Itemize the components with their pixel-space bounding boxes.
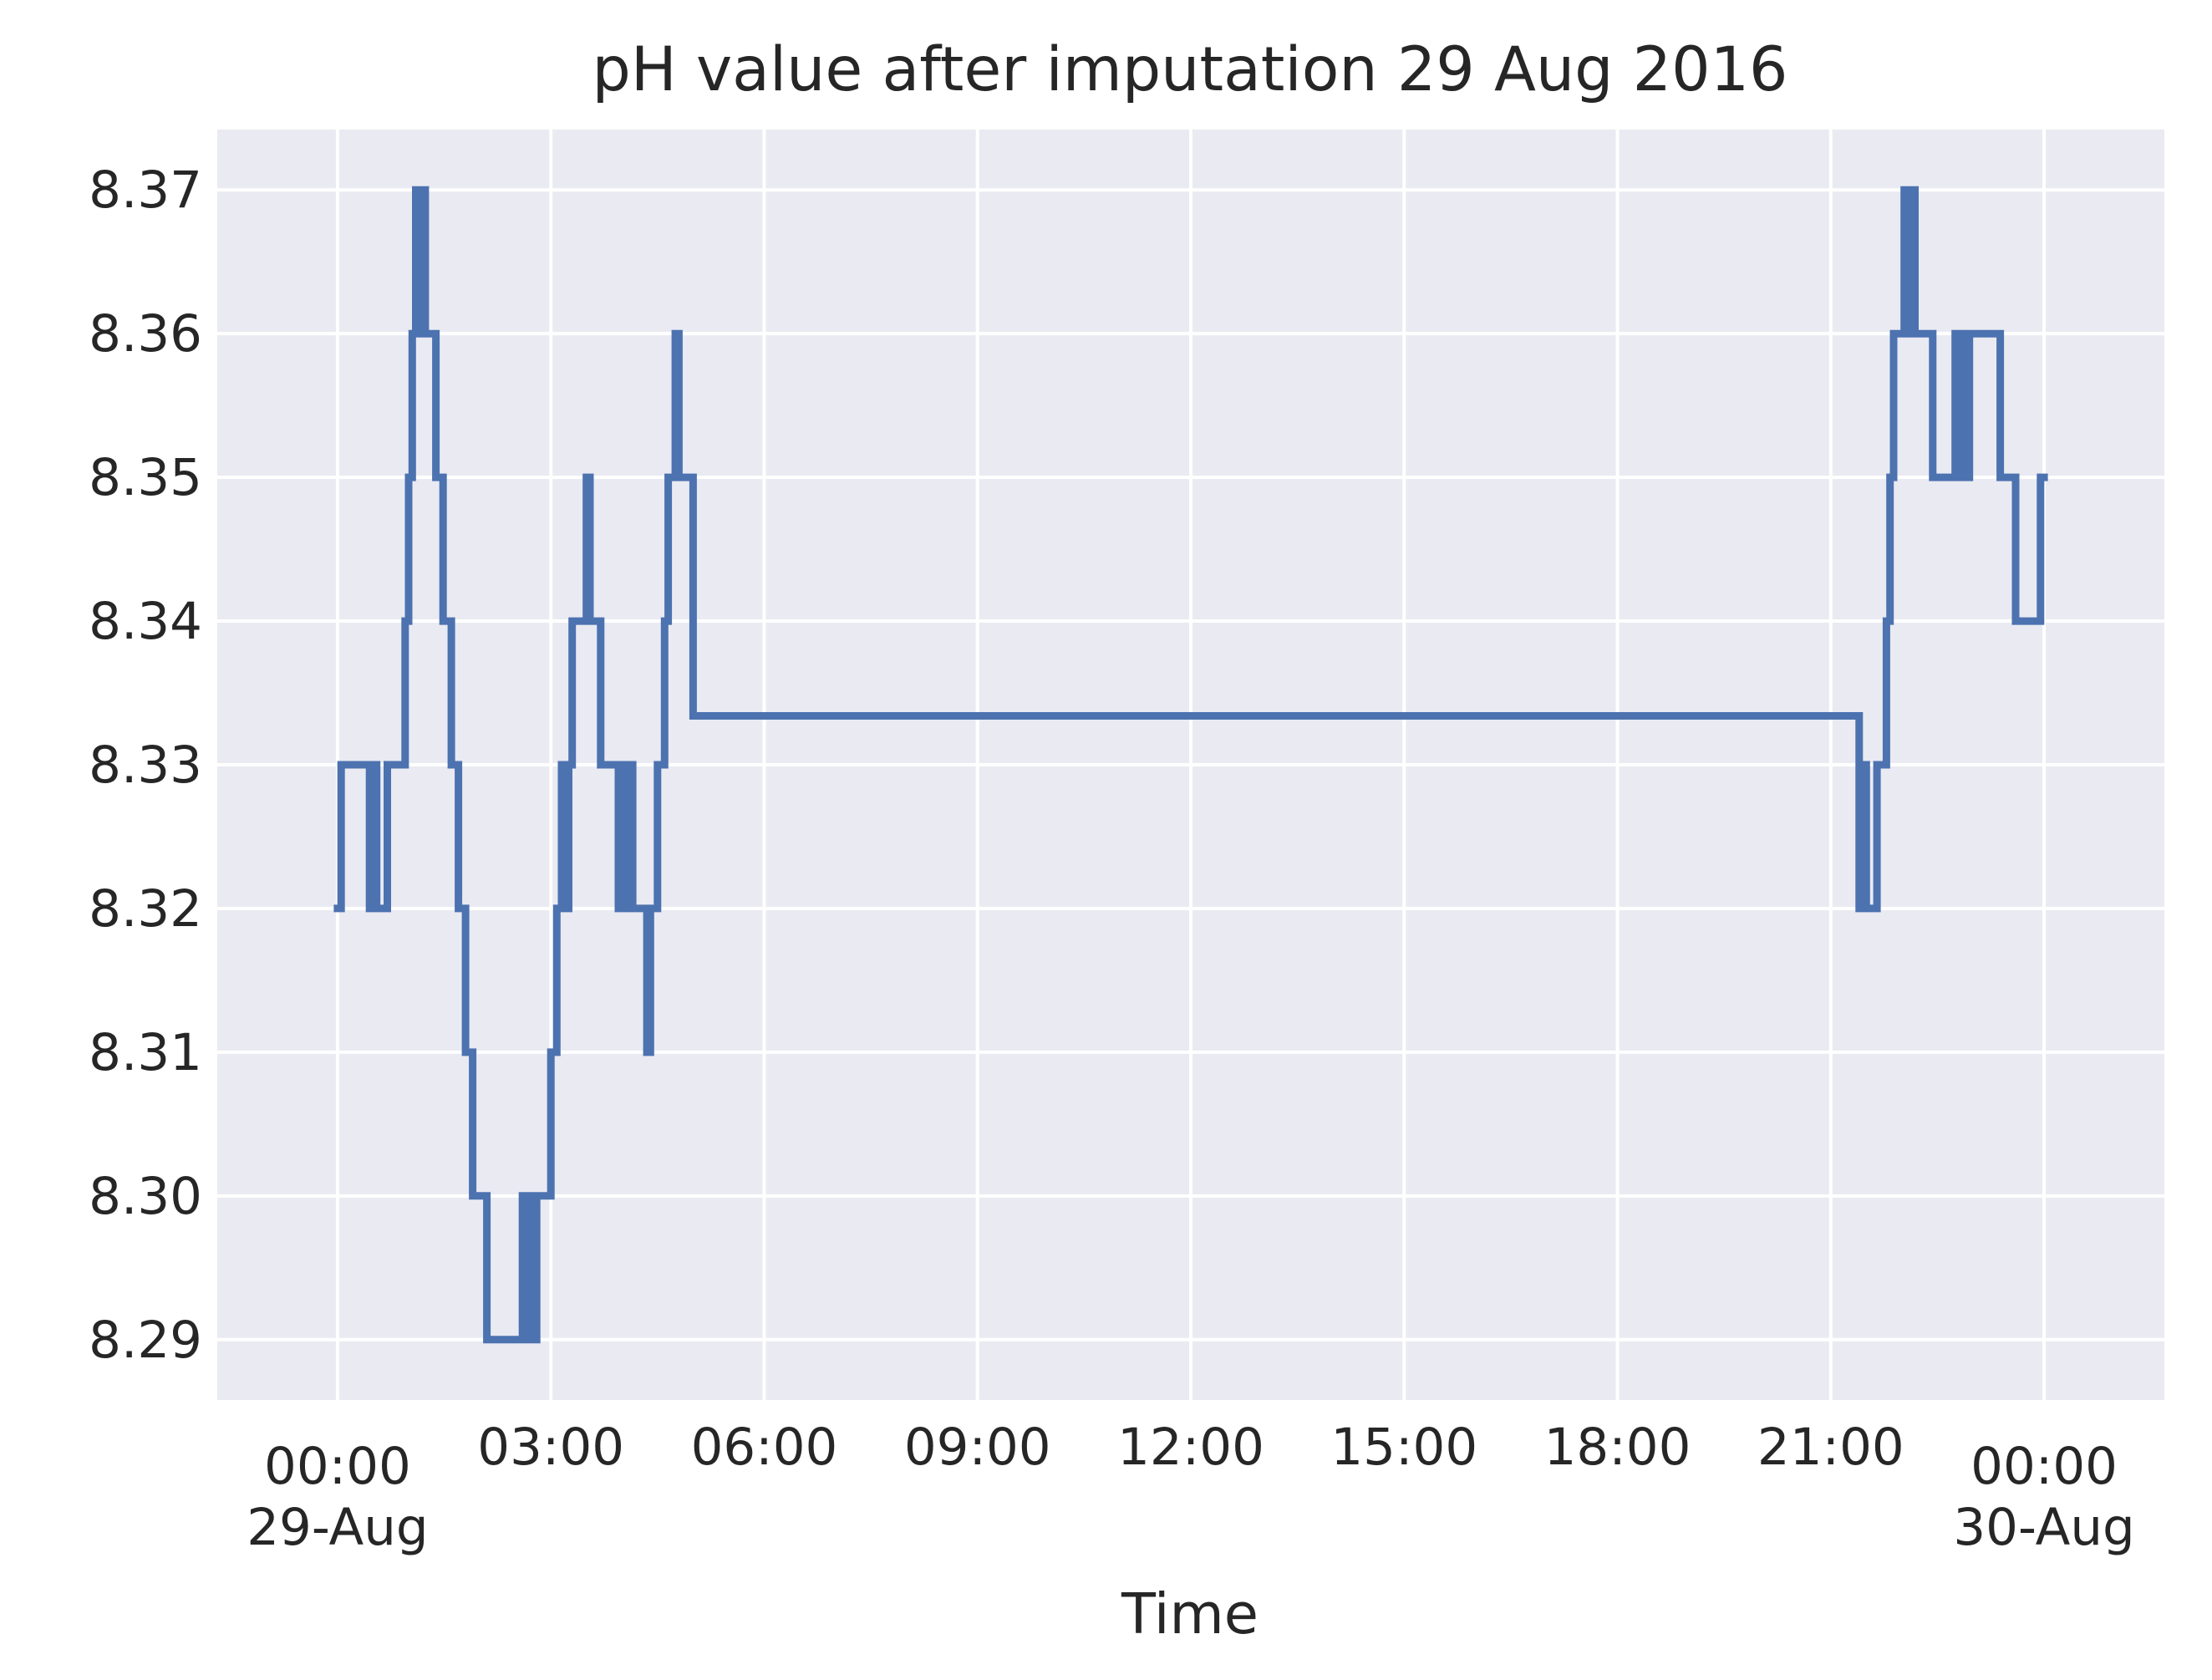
- x-tick-label: 00:00: [264, 1437, 411, 1496]
- y-tick-label: 8.37: [89, 160, 202, 220]
- x-axis-label: Time: [1121, 1581, 1259, 1647]
- y-tick-label: 8.34: [89, 592, 202, 651]
- x-tick-label: 18:00: [1544, 1418, 1691, 1477]
- y-tick-label: 8.32: [89, 879, 202, 939]
- series-line-ph: [333, 186, 2048, 1344]
- x-tick-label: 06:00: [691, 1418, 838, 1477]
- x-tick-sublabel: 30-Aug: [1953, 1498, 2134, 1557]
- y-tick-label: 8.30: [89, 1167, 202, 1226]
- x-tick-label: 21:00: [1757, 1418, 1904, 1477]
- y-tick-label: 8.35: [89, 448, 202, 507]
- x-tick-sublabel: 29-Aug: [247, 1498, 428, 1557]
- y-tick-label: 8.33: [89, 736, 202, 795]
- x-tick-label: 12:00: [1117, 1418, 1264, 1477]
- x-tick-label: 09:00: [904, 1418, 1051, 1477]
- x-tick-label: 15:00: [1330, 1418, 1477, 1477]
- x-tick-label: 00:00: [1970, 1437, 2118, 1496]
- y-tick-label: 8.36: [89, 304, 202, 364]
- y-tick-label: 8.31: [89, 1023, 202, 1082]
- x-tick-label: 03:00: [477, 1418, 624, 1477]
- y-axis-ticks: 8.29 8.30 8.31 8.32 8.33 8.34 8.35 8.36 8.37: [89, 160, 202, 1370]
- chart-title: pH value after imputation 29 Aug 2016: [592, 34, 1788, 105]
- y-tick-label: 8.29: [89, 1311, 202, 1370]
